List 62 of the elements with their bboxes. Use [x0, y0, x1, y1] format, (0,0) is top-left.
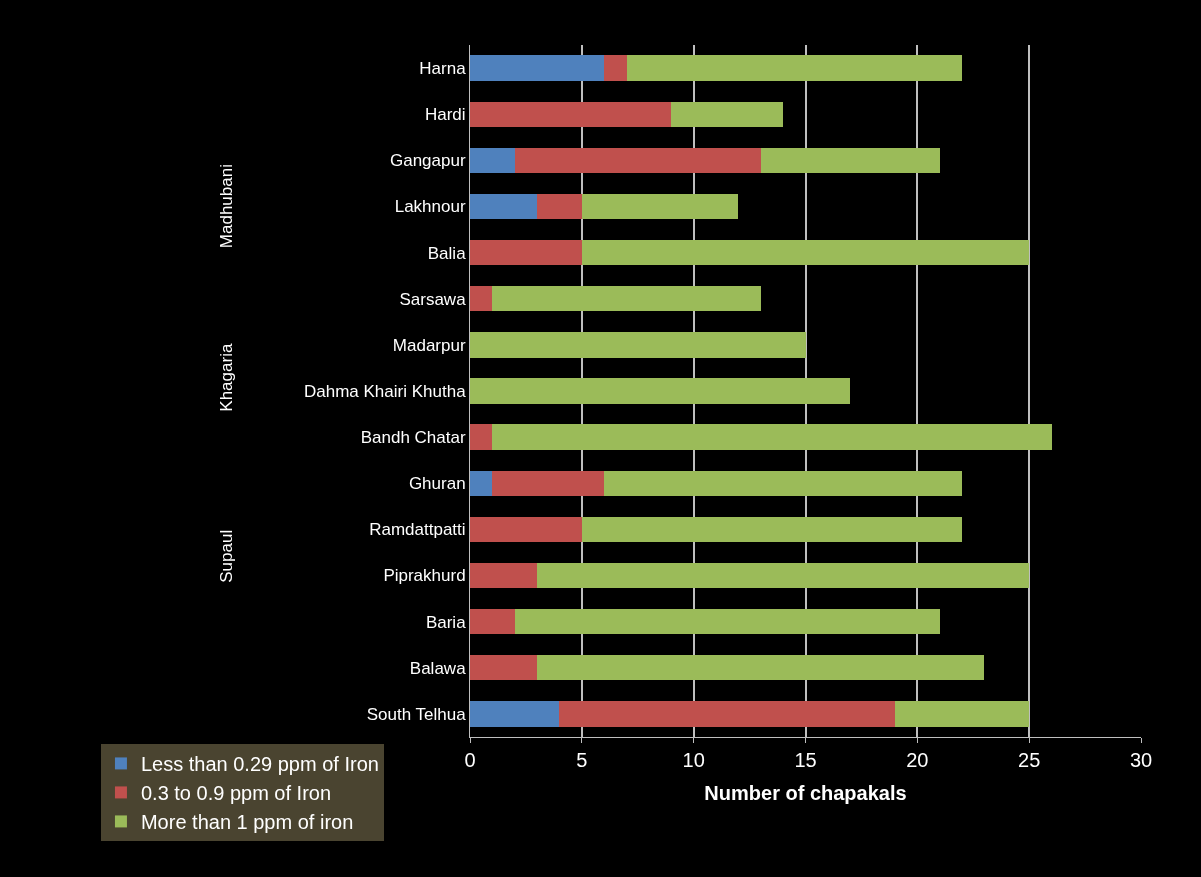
- bar: [470, 239, 582, 266]
- x-axis-title: Number of chapakals: [704, 781, 907, 804]
- x-tick-label: 5: [576, 749, 588, 771]
- bar: [470, 655, 538, 681]
- bar: [470, 470, 493, 496]
- bar: [470, 701, 560, 727]
- bar: [470, 608, 515, 635]
- bar: [470, 193, 538, 220]
- y-tick-label: Piprakhurd: [383, 566, 466, 586]
- bar: [537, 562, 1030, 589]
- y-tick-label: Bandh Chatar: [360, 428, 466, 448]
- bar: [760, 147, 940, 174]
- legend-label: 0.3 to 0.9 ppm of Iron: [140, 782, 332, 805]
- y-tick-label: Balia: [427, 243, 467, 263]
- y-tick-label: Hardi: [424, 105, 466, 125]
- y-tick-label: Balawa: [409, 658, 467, 678]
- bar: [537, 655, 985, 681]
- bar: [470, 55, 605, 81]
- x-tick-label: 0: [464, 749, 476, 771]
- y-tick-label: Lakhnour: [394, 197, 466, 217]
- x-tick-label: 30: [1129, 749, 1153, 771]
- y-tick-label: Ghuran: [408, 474, 466, 494]
- bar: [581, 193, 739, 220]
- bar: [581, 239, 1030, 266]
- text: Supaul: [217, 529, 237, 583]
- y-tick-label: Ramdattpatti: [369, 520, 466, 540]
- bar: [470, 516, 582, 543]
- bar: [626, 55, 963, 81]
- bar: [492, 470, 605, 496]
- bar: [470, 378, 851, 404]
- bar: [604, 470, 963, 496]
- bar: [492, 286, 761, 312]
- x-tick-label: 15: [794, 749, 817, 771]
- bar: [470, 424, 493, 450]
- y-tick-label: Sarsawa: [399, 289, 467, 309]
- bar: [514, 147, 761, 174]
- legend-label: Less than 0.29 ppm of Iron: [140, 753, 379, 776]
- bar: [671, 101, 784, 127]
- x-tick-label: 20: [906, 749, 929, 771]
- bar: [514, 608, 940, 635]
- y-tick-label: Madarpur: [392, 335, 466, 355]
- bar: [581, 516, 963, 543]
- x-tick-label: 10: [682, 749, 705, 771]
- y-tick-label: Dahma Khairi Khutha: [304, 381, 467, 401]
- bar: [470, 562, 538, 589]
- bar: [492, 424, 1052, 450]
- bar: [470, 147, 515, 174]
- text: Madhubani: [216, 164, 236, 249]
- text: Khagaria: [217, 343, 237, 412]
- y-tick-label: Baria: [425, 612, 467, 632]
- y-tick-label: South Telhua: [366, 704, 467, 724]
- bar: [604, 55, 627, 81]
- bar: [559, 701, 895, 727]
- bar: [470, 286, 493, 312]
- y-tick-label: Gangapur: [389, 151, 466, 171]
- bar: [470, 332, 806, 358]
- bar: [470, 101, 672, 127]
- bar: [894, 701, 1030, 727]
- x-tick-label: 25: [1018, 749, 1041, 771]
- legend-label: More than 1 ppm of iron: [140, 811, 354, 834]
- y-tick-label: Harna: [419, 59, 467, 79]
- bar: [537, 193, 582, 220]
